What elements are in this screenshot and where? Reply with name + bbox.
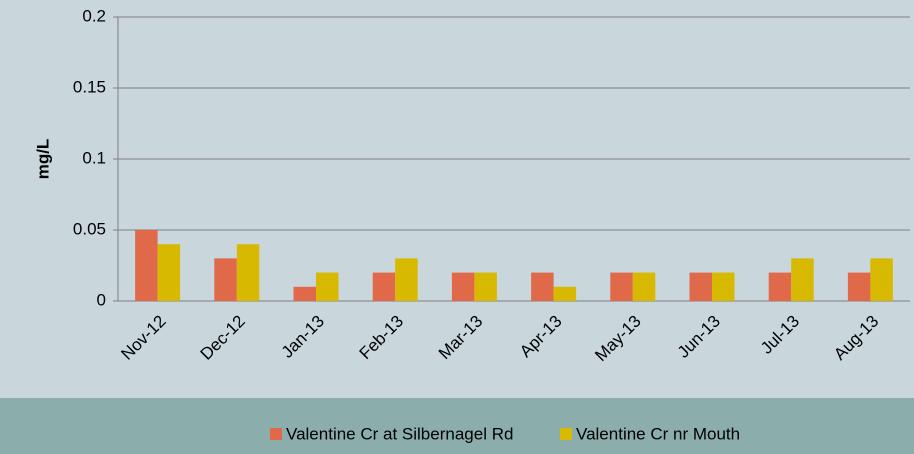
y-axis-label: mg/L: [33, 139, 52, 180]
bar: [768, 272, 792, 301]
legend-swatch: [270, 428, 282, 440]
legend-label: Valentine Cr nr Mouth: [576, 424, 740, 443]
bar: [372, 272, 396, 301]
bar: [236, 244, 260, 301]
y-tick-label: 0.15: [73, 77, 106, 96]
bar: [474, 272, 497, 301]
bar: [689, 272, 712, 301]
y-tick-label: 0.2: [82, 6, 106, 25]
legend-label: Valentine Cr at Silbernagel Rd: [286, 424, 513, 443]
bar: [847, 272, 871, 301]
bar: [553, 286, 577, 301]
bar: [293, 286, 316, 301]
bar: [791, 258, 814, 301]
bar: [316, 272, 339, 301]
y-tick-label: 0: [97, 290, 106, 309]
bar: [712, 272, 735, 301]
bar: [531, 272, 554, 301]
bar: [610, 272, 633, 301]
bar: [451, 272, 475, 301]
bar: [632, 272, 656, 301]
bar: [870, 258, 893, 301]
y-tick-label: 0.05: [73, 219, 106, 238]
bar: [135, 230, 158, 301]
legend-background: [0, 398, 914, 454]
bar: [395, 258, 418, 301]
y-tick-label: 0.1: [82, 148, 106, 167]
bar: [157, 244, 181, 301]
bar: [214, 258, 237, 301]
legend-swatch: [560, 428, 572, 440]
